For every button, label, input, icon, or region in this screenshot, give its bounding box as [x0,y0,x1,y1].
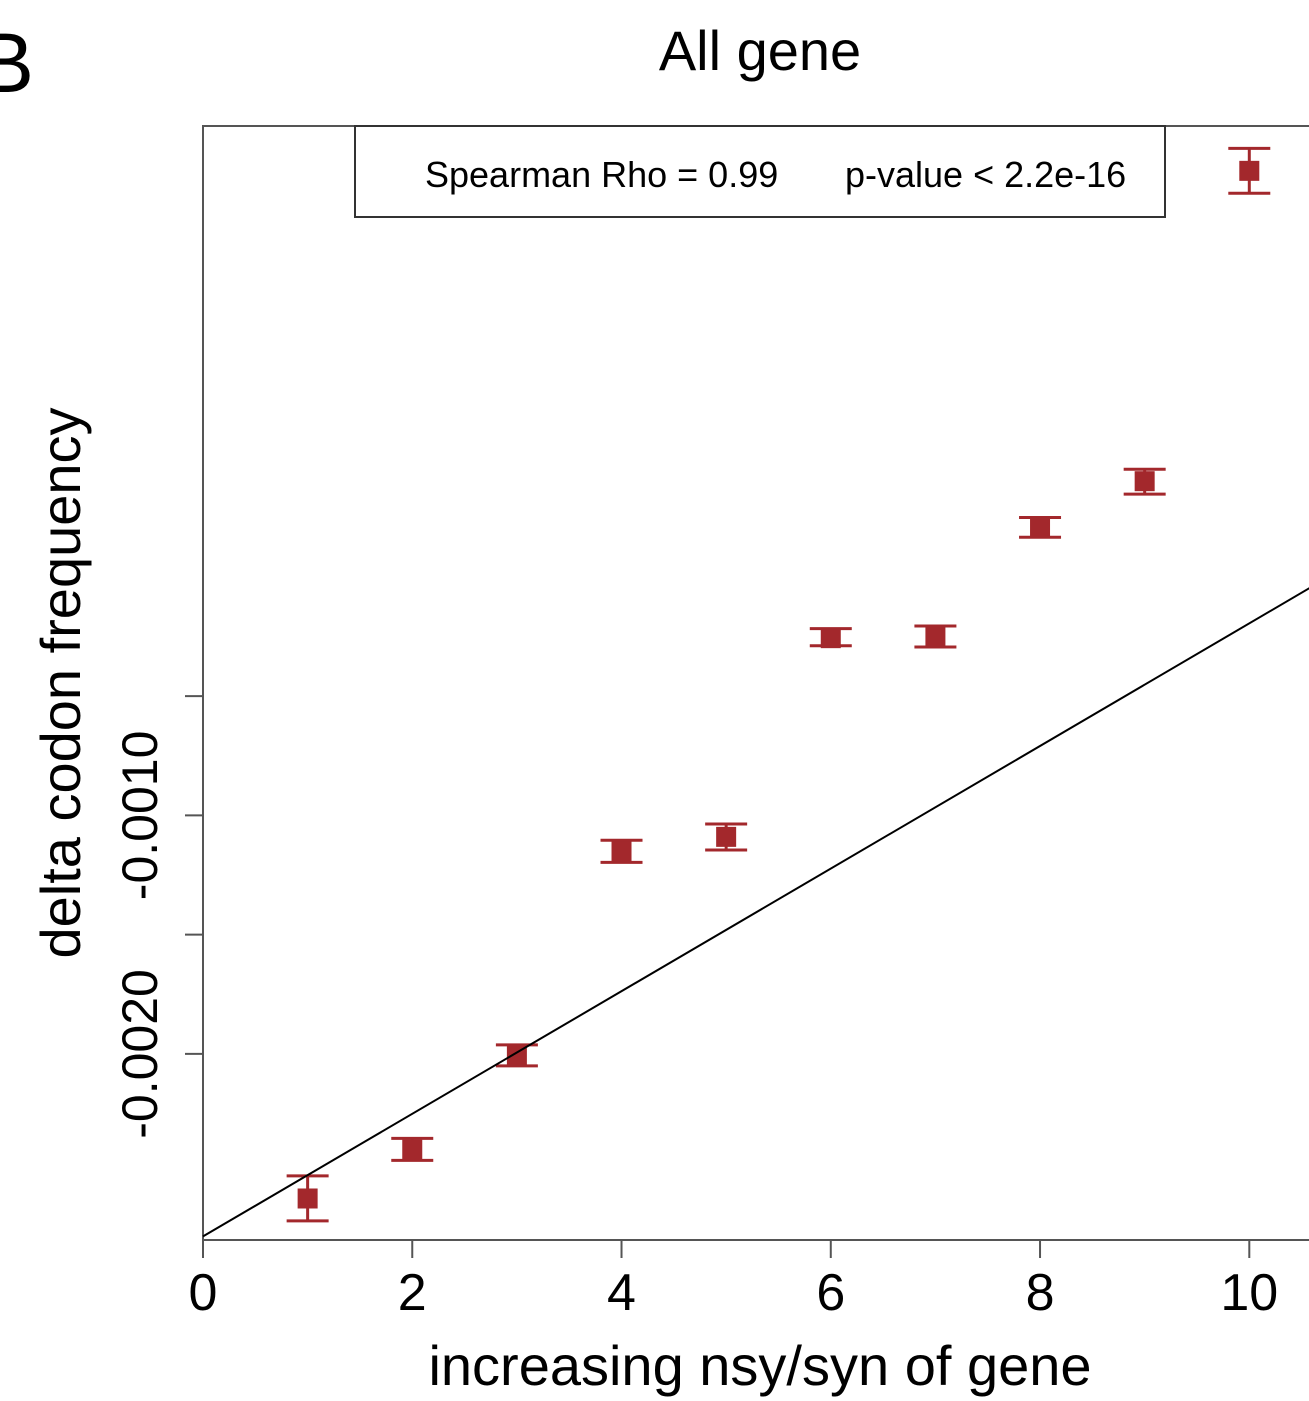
x-axis-label: increasing nsy/syn of gene [428,1334,1091,1397]
data-point [1239,160,1260,181]
regression-line [202,587,1309,1238]
x-tick-label: 8 [1026,1264,1055,1322]
stats-annotation-box: Spearman Rho = 0.99 p-value < 2.2e-16 [354,125,1166,218]
stats-box-frame [354,125,1166,218]
data-point [402,1139,423,1160]
x-tick-label: 0 [189,1264,218,1322]
data-point [1030,517,1051,538]
plot-frame [202,125,1309,1241]
y-tick-label: -0.0010 [112,731,168,901]
data-point [925,626,946,647]
y-axis: -0.0020 -0.0010 [112,695,203,1139]
data-point [1134,471,1155,492]
panel-label: B [0,16,34,110]
spearman-rho-text: Spearman Rho = 0.99 [425,154,778,195]
data-point [297,1188,318,1209]
x-axis: 0 2 4 6 8 10 [189,1240,1278,1322]
x-tick-label: 4 [607,1264,636,1322]
data-point [611,841,632,862]
chart-title: All gene [659,19,861,82]
y-tick-label: -0.0020 [112,969,168,1139]
x-tick-label: 2 [398,1264,427,1322]
y-axis-label: delta codon frequency [29,407,92,958]
data-marks [286,146,1271,1223]
x-tick-label: 10 [1220,1264,1278,1322]
data-point [820,628,841,649]
p-value-text: p-value < 2.2e-16 [845,154,1126,195]
x-tick-label: 6 [816,1264,845,1322]
data-point [506,1045,527,1066]
data-point [716,826,737,847]
